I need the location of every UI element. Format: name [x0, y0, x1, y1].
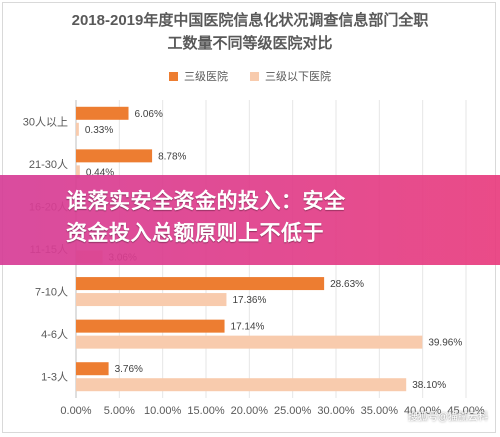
y-tick-label: 1-3人 [41, 371, 68, 384]
watermark-text: 搜狐号@猫腻云科 [407, 412, 488, 423]
legend-item-series-1: 三级医院 [169, 68, 228, 84]
legend-swatch-series-2 [250, 71, 259, 81]
x-tick-label: 5.00% [104, 405, 135, 417]
banner-line-2: 资金投入总额原则上不低于 [66, 222, 324, 245]
legend-label-series-1: 三级医院 [184, 71, 228, 83]
data-label: 6.06% [135, 109, 163, 120]
y-tick-label: 4-6人 [41, 328, 68, 341]
data-label: 38.10% [412, 380, 446, 391]
data-label: 3.76% [115, 364, 143, 375]
data-label: 0.44% [86, 167, 114, 178]
legend-swatch-series-1 [169, 71, 178, 81]
x-tick-label: 10.00% [144, 405, 182, 417]
bar [76, 122, 79, 136]
bar [76, 378, 407, 392]
banner-line-1: 谁落实安全资金的投入：安全 [66, 190, 346, 213]
chart-title-line-1: 2018-2019年度中国医院信息化状况调查信息部门全职 [71, 12, 429, 29]
chart-legend: 三级医院 三级以下医院 [0, 68, 500, 84]
y-tick-label: 30人以上 [23, 115, 68, 128]
bar [76, 335, 423, 349]
data-label: 8.78% [158, 151, 186, 162]
bar [76, 319, 225, 333]
bar [76, 293, 227, 307]
bar [76, 165, 80, 179]
data-label: 0.33% [85, 125, 113, 136]
data-label: 17.36% [232, 295, 266, 306]
data-label: 28.63% [330, 279, 364, 290]
y-tick-label: 7-10人 [35, 286, 68, 299]
x-tick-label: 20.00% [231, 405, 269, 417]
chart-title-line-2: 工数量不同等级医院对比 [167, 35, 333, 52]
bar [76, 106, 129, 120]
x-tick-label: 45.00% [447, 405, 485, 417]
x-tick-label: 30.00% [317, 405, 355, 417]
data-label: 39.96% [428, 338, 462, 349]
x-tick-label: 15.00% [187, 405, 225, 417]
x-tick-label: 25.00% [274, 405, 312, 417]
bar [76, 277, 325, 291]
y-tick-label: 21-30人 [29, 158, 68, 171]
banner-overlay [0, 175, 500, 265]
bar [76, 362, 109, 376]
x-tick-label: 40.00% [404, 405, 442, 417]
legend-label-series-2: 三级以下医院 [265, 71, 331, 83]
legend-item-series-2: 三级以下医院 [250, 68, 331, 84]
x-tick-label: 35.00% [361, 405, 399, 417]
x-tick-label: 0.00% [60, 405, 91, 417]
bar [76, 149, 153, 163]
watermark: 搜狐号@猫腻云科 [392, 392, 496, 430]
data-label: 17.14% [231, 322, 265, 333]
